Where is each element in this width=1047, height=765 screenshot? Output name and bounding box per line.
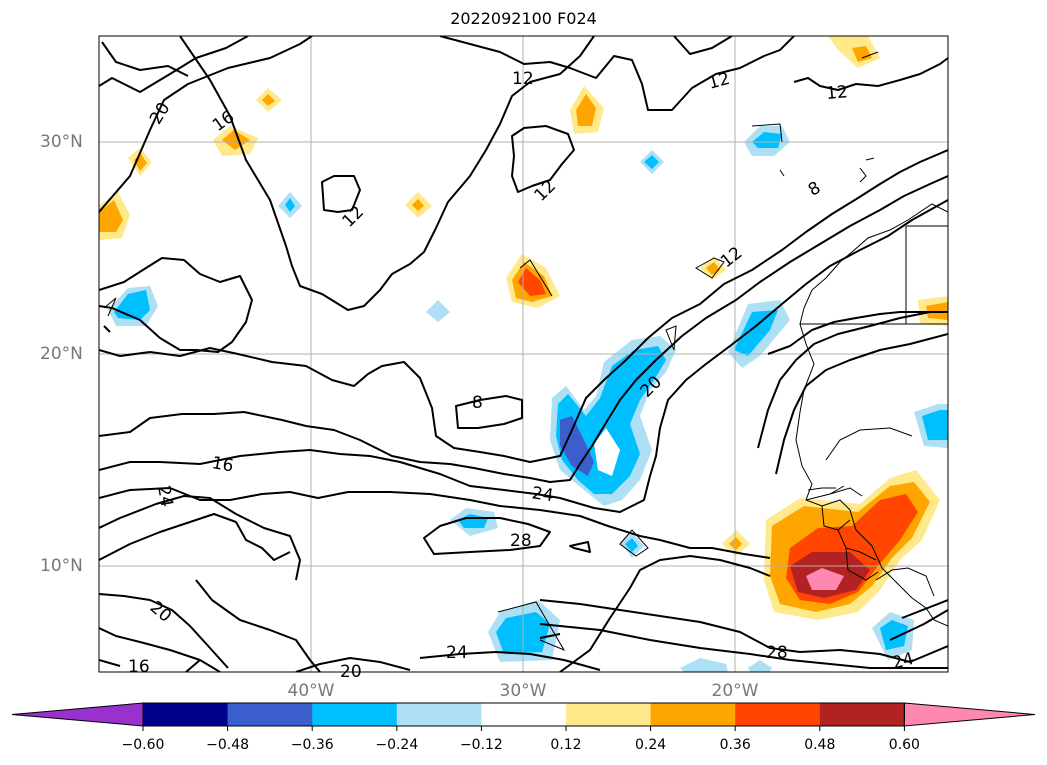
shade-patch <box>922 410 948 440</box>
colorbar-segment <box>396 703 482 726</box>
shade-patch <box>412 199 424 211</box>
contour-label: 24 <box>890 649 916 674</box>
colorbar-tick-label: −0.24 <box>375 737 419 753</box>
shade-patch <box>222 130 250 150</box>
shade-patch <box>426 300 450 322</box>
shade-patch <box>880 620 908 650</box>
colorbar-segment <box>566 703 652 726</box>
lon-label-20w: 20°W <box>711 681 759 701</box>
shade-patch <box>806 568 844 590</box>
colorbar-segment <box>143 703 229 726</box>
contour-label: 28 <box>510 531 532 551</box>
contour-label: 12 <box>512 69 534 89</box>
colorbar-segment <box>312 703 398 726</box>
colorbar <box>11 702 1036 731</box>
lat-label-20n: 20°N <box>40 344 83 364</box>
shade-patch <box>576 94 596 126</box>
colorbar-tick-label: 0.36 <box>719 737 751 753</box>
shade-patch <box>518 268 546 296</box>
colorbar-extend-min <box>11 702 144 727</box>
shade-patch <box>285 198 295 212</box>
contour-label: 24 <box>446 643 468 663</box>
lon-label-40w: 40°W <box>287 681 335 701</box>
contour-lines <box>99 36 948 672</box>
shade-patch <box>594 428 620 476</box>
contour-label: 12 <box>531 176 560 205</box>
map-frame <box>98 35 949 673</box>
shade-patch <box>99 200 123 232</box>
colorbar-outline <box>142 702 905 727</box>
colorbar-tick-label: 0.48 <box>804 737 836 753</box>
contour-label: 12 <box>339 202 368 231</box>
colorbar-tick-label: −0.36 <box>290 737 334 753</box>
shade-patch <box>748 660 772 672</box>
contour-label: 20 <box>146 597 175 626</box>
lon-label-30w: 30°W <box>499 681 547 701</box>
colorbar-segment <box>735 703 821 726</box>
shade-patch <box>625 538 638 552</box>
colorbar-tick-label: 0.24 <box>635 737 667 753</box>
contour-label: 8 <box>805 178 824 201</box>
colorbar-extend-max <box>903 702 1036 727</box>
coastlines <box>103 51 948 652</box>
lat-label-30n: 30°N <box>40 132 83 152</box>
shade-patch <box>752 132 782 148</box>
shade-patch <box>852 46 872 62</box>
colorbar-segment <box>650 703 736 726</box>
shade-patch <box>644 155 659 169</box>
contour-label: 20 <box>146 99 174 128</box>
map-title: 2022092100 F024 <box>450 9 597 28</box>
contour-label: 12 <box>706 69 732 94</box>
colorbar-segment <box>819 703 905 726</box>
contour-label: 28 <box>766 643 788 663</box>
colorbar-tick-label: −0.48 <box>206 737 250 753</box>
lat-label-10n: 10°N <box>40 556 83 576</box>
contour-label: 16 <box>210 453 235 476</box>
contour-label: 12 <box>825 82 848 104</box>
shade-patch <box>734 310 778 356</box>
contour-label: 24 <box>153 484 176 509</box>
shade-patch <box>262 94 275 106</box>
shade-patch <box>680 658 728 672</box>
colorbar-tick-label: −0.12 <box>459 737 503 753</box>
colorbar-tick-label: −0.60 <box>121 737 165 753</box>
contour-label: 24 <box>531 483 555 506</box>
contour-label: 8 <box>472 393 483 413</box>
shade-patch <box>560 416 594 476</box>
contour-label: 16 <box>128 657 150 677</box>
colorbar-segment <box>481 703 567 726</box>
colorbar-tick-label: 0.12 <box>550 737 582 753</box>
colorbar-tick-label: 0.60 <box>888 737 920 753</box>
colorbar-segment <box>227 703 313 726</box>
